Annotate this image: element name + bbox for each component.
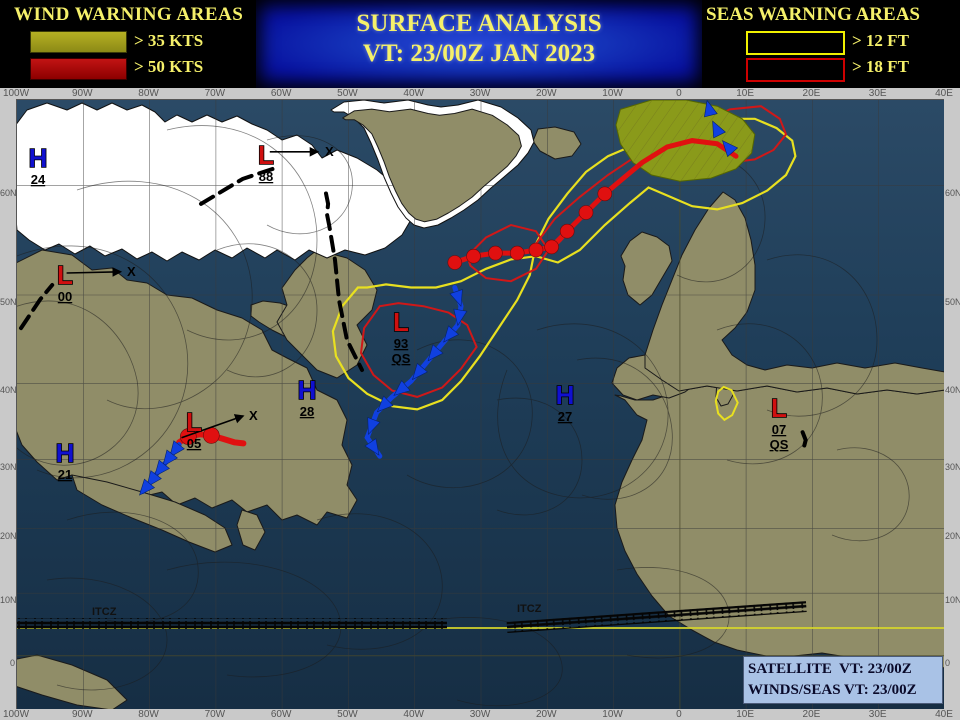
svg-text:L: L (258, 140, 274, 170)
svg-text:L: L (393, 307, 409, 337)
svg-text:X: X (127, 264, 136, 279)
svg-text:07: 07 (772, 422, 786, 437)
svg-text:00: 00 (58, 289, 72, 304)
svg-text:L: L (57, 260, 73, 290)
svg-text:H: H (56, 438, 75, 468)
svg-text:L: L (186, 407, 202, 437)
svg-text:H: H (298, 375, 317, 405)
svg-text:ITCZ: ITCZ (517, 603, 542, 615)
svg-text:H: H (29, 143, 48, 173)
svg-text:X: X (325, 144, 334, 159)
svg-text:28: 28 (300, 404, 314, 419)
svg-text:H: H (556, 380, 575, 410)
svg-text:27: 27 (558, 409, 572, 424)
svg-text:88: 88 (259, 169, 273, 184)
svg-text:X: X (249, 408, 258, 423)
svg-text:93: 93 (394, 336, 408, 351)
svg-text:24: 24 (31, 172, 46, 187)
svg-text:05: 05 (187, 436, 201, 451)
svg-text:ITCZ: ITCZ (92, 606, 117, 618)
svg-text:21: 21 (58, 467, 72, 482)
svg-text:QS: QS (770, 437, 789, 452)
svg-text:L: L (771, 393, 787, 423)
svg-text:QS: QS (392, 351, 411, 366)
